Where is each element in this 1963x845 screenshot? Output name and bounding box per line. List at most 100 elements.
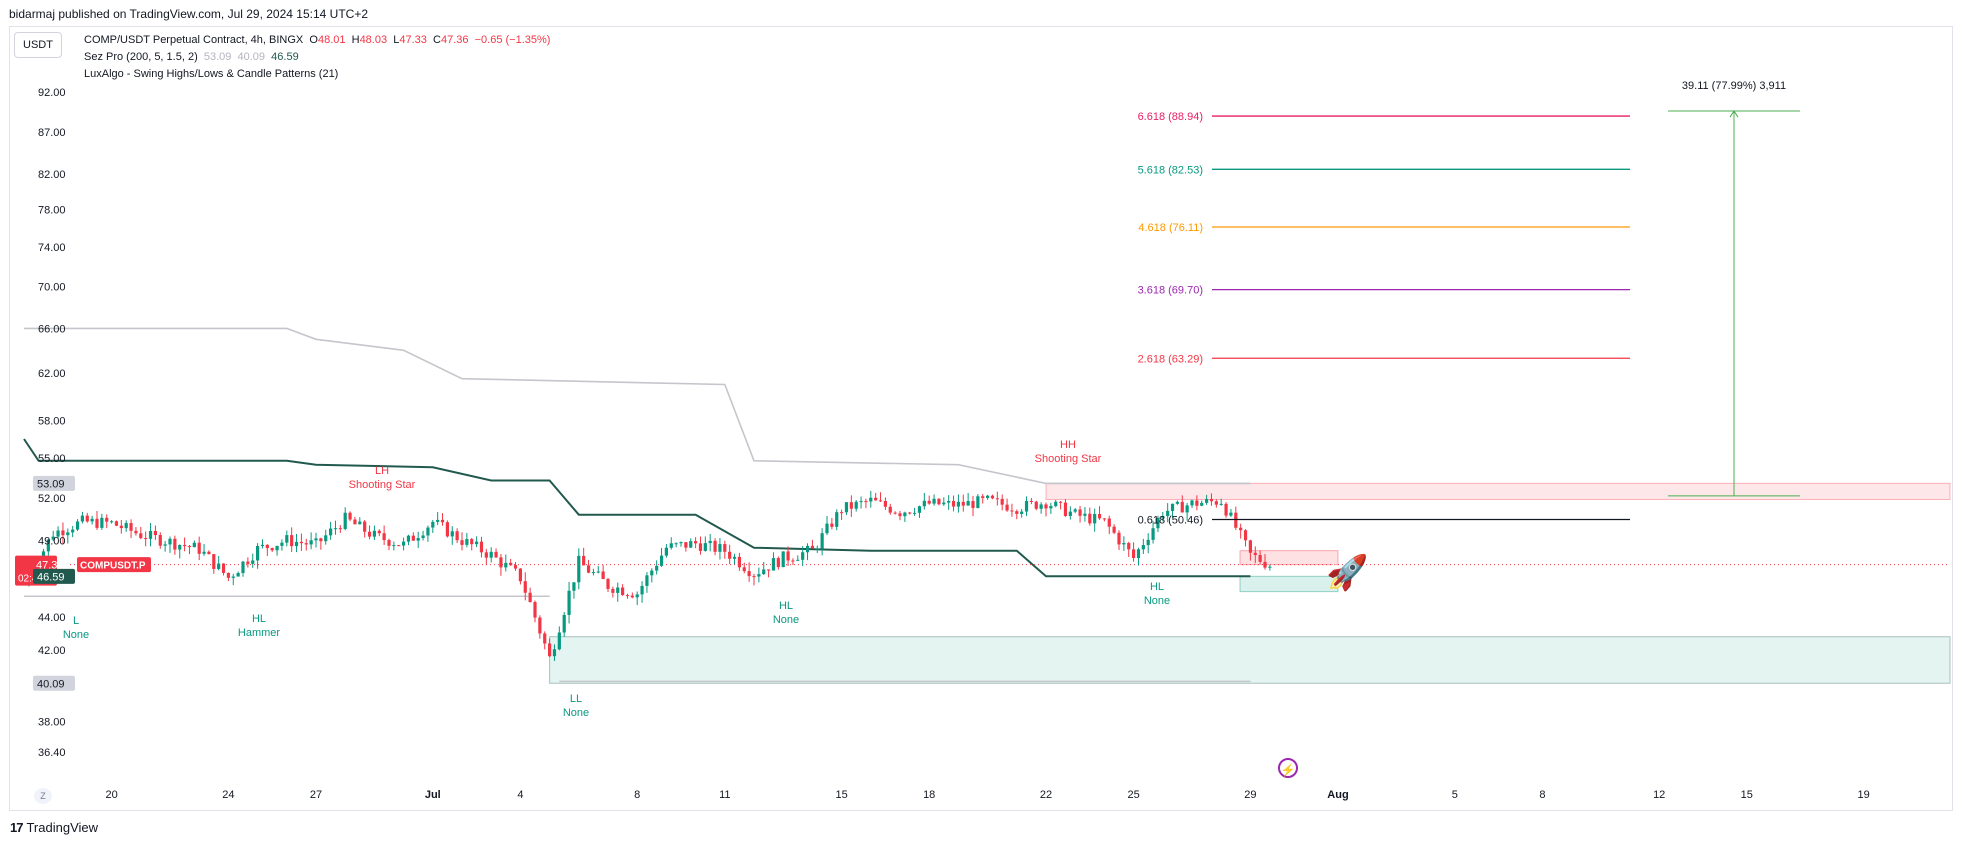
legend-indicator-row: Sez Pro (200, 5, 1.5, 2) 53.09 40.09 46.… [84,51,299,63]
candle-body [737,556,741,568]
timezone-button[interactable]: Z [34,788,52,804]
candle-body [236,573,240,577]
price-tick-label: 66.00 [38,323,66,335]
candle-body [572,582,576,591]
time-tick-label: 8 [634,789,640,801]
candle-body [830,523,834,527]
candle-body [869,497,873,502]
time-axis[interactable]: 20 24 27 Jul 4 8 11 15 18 22 25 29 Aug 5 8 12 15 19 [105,789,1869,801]
candle-body [854,501,858,509]
price-badges: 53.09 47.36 02:45:30 COMPUSDT.P 46.59 40… [15,475,151,691]
candle-body [757,574,761,577]
candle-body [767,569,771,571]
candle-body [625,595,630,597]
candle-body [484,552,488,558]
swing-label-type: L [73,615,79,627]
candle-body [888,506,892,513]
measure-tool[interactable]: 39.11 (77.99%) 3,911 [1668,80,1800,497]
tradingview-logo[interactable]: 17 TradingView [10,820,98,835]
candle-body [353,519,357,525]
swing-label-pattern: None [1144,595,1170,607]
candle-body [1059,501,1063,503]
candle-body [577,555,581,583]
candle-body [567,590,571,615]
legend-high: H48.03 [349,34,387,46]
candle-body [791,560,795,562]
candle-body [173,538,177,550]
candle-body [304,543,308,545]
candle-body [557,632,561,650]
candle-body [479,541,484,553]
candle-body [1127,543,1131,550]
candle-body [913,512,917,514]
legend-indicator2-row: LuxAlgo - Swing Highs/Lows & Candle Patt… [84,68,338,80]
swing-label-type: HL [779,600,793,612]
candle-body [805,545,810,553]
candle-body [1195,500,1199,506]
fibonacci-extension[interactable]: 6.618 (88.94) 5.618 (82.53) 4.618 (76.11) 3… [1138,111,1630,527]
candle-body [981,496,985,499]
candle-body [1063,502,1068,516]
candle-body [1205,498,1209,503]
time-tick-label: 25 [1127,789,1139,801]
legend-symbol[interactable]: COMP/USDT Perpetual Contract, 4h, BINGX [84,34,304,46]
candle-body [178,545,182,550]
candle-body [1170,503,1175,511]
candle-body [377,530,381,534]
time-tick-label: 22 [1040,789,1052,801]
candle-body [611,588,615,593]
indicator1-name[interactable]: Sez Pro (200, 5, 1.5, 2) [84,51,198,63]
candle-body [874,497,878,501]
candle-body [538,617,542,634]
candle-body [363,521,367,532]
swing-label-type: HH [1060,439,1076,451]
candle-body [1039,504,1043,509]
candle-body [168,538,172,545]
time-tick-label: 4 [517,789,523,801]
long-box [1239,575,1339,593]
candle-body [1161,516,1165,518]
swing-label-pattern: Hammer [238,627,281,639]
candle-body [732,556,737,559]
swing-label-type: HL [252,613,266,625]
candle-body [591,572,595,574]
candle-body [708,540,712,544]
currency-button[interactable]: USDT [14,32,62,58]
candle-body [1268,566,1272,568]
lower-band-badge-bg [33,568,75,584]
indicator2-name[interactable]: LuxAlgo - Swing Highs/Lows & Candle Patt… [84,68,339,80]
time-tick-label: 15 [835,789,847,801]
candle-body [504,562,508,568]
fib-label-2.618: 2.618 (63.29) [1138,353,1203,365]
price-tick-label: 38.00 [38,716,66,728]
price-axis[interactable]: 92.00 87.00 82.00 78.00 74.00 70.00 66.00 62.00… [38,87,66,759]
candle-body [786,551,790,561]
flash-icon[interactable]: ⚡ [1278,758,1298,778]
legend-open-value: 48.01 [317,34,346,46]
candle-body [932,498,936,504]
candle-body [917,506,922,513]
candle-body [694,541,698,544]
candle-body [728,551,732,559]
zone-low-badge-bg [33,675,75,691]
candle-body [460,540,464,545]
candle-body [878,500,883,502]
candle-body [1185,505,1189,513]
legend-low: L47.33 [390,34,427,46]
time-tick-label: 15 [1741,789,1753,801]
legend-open-label: O [309,34,318,46]
candle-body [956,501,960,507]
candle-body [148,530,153,539]
candle-body [1097,513,1102,519]
candle-body [1132,549,1136,558]
supply-zone [1045,482,1951,500]
chart-frame [9,26,1953,811]
candle-body [270,548,274,551]
price-tick-label: 92.00 [38,87,66,99]
candle-body [129,523,133,531]
candle-body [212,554,216,569]
candle-body [372,530,376,537]
candle-body [864,501,868,503]
candle-body [713,540,717,552]
